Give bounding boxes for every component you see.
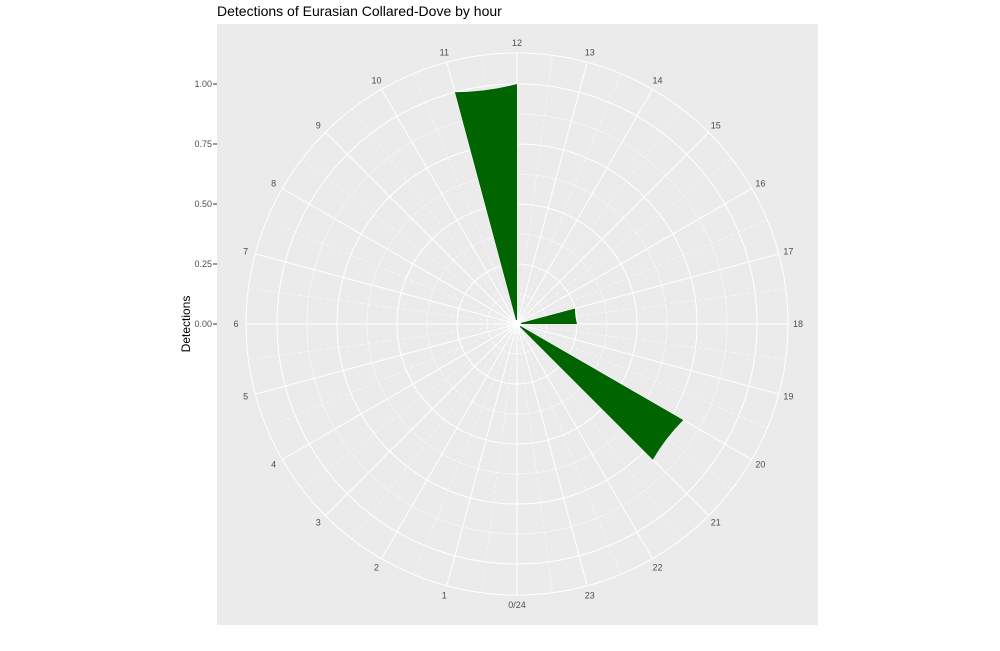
half-hour-grid-line [413,73,518,325]
hour-grid-line [282,188,518,325]
hour-grid-line [516,323,588,586]
hour-label-23: 23 [585,590,595,600]
half-hour-grid-line [516,323,621,575]
hour-label-18: 18 [793,319,803,329]
y-tick-label: 0.50 [194,199,212,209]
half-hour-grid-line [266,323,518,428]
hour-labels: 0/24123456789101112131415161718192021222… [233,38,803,610]
hour-grid-line [381,323,518,559]
hour-label-3: 3 [316,518,321,528]
half-hour-grid-line [516,108,683,325]
y-tick-label: 0.25 [194,259,212,269]
hour-label-21: 21 [711,518,721,528]
hour-grid-line [282,323,518,460]
half-hour-grid-line [266,220,518,325]
half-hour-grid-line [351,323,518,540]
bars [454,84,684,460]
half-hour-grid-line [516,220,768,325]
hour-grid-line [516,89,653,325]
half-hour-grid-line [301,158,518,325]
hour-grid-line [516,253,779,325]
hour-label-17: 17 [783,246,793,256]
hour-label-12: 12 [512,38,522,48]
hour-label-11: 11 [440,48,449,58]
hour-grid-line [381,89,518,325]
half-hour-grid-line [516,73,621,325]
hour-label-5: 5 [243,392,248,402]
half-hour-grid-line [481,323,518,593]
hour-grid-line [255,253,518,325]
hour-label-14: 14 [652,76,662,86]
half-hour-grid-line [516,323,683,540]
half-hour-grid-line [516,323,768,428]
y-axis: 0.00 0.25 0.50 0.75 1.00 [194,79,217,329]
chart-title: Detections of Eurasian Collared-Dove by … [217,3,502,19]
half-hour-grid-line [351,108,518,325]
hour-label-22: 22 [652,562,662,572]
hour-label-16: 16 [755,179,765,189]
hour-label-9: 9 [316,120,321,130]
hour-grid-line [446,323,518,586]
half-hour-grid-line [248,288,518,325]
hour-label-1: 1 [442,590,447,600]
hour-label-4: 4 [271,460,276,470]
hour-grid-line [516,323,779,395]
center-dot [513,320,521,328]
half-hour-grid-line [516,323,786,360]
hour-label-2: 2 [374,562,379,572]
hour-grid-line [516,323,653,559]
y-tick-label: 0.75 [194,139,212,149]
hour-label-13: 13 [585,48,595,58]
half-hour-grid-line [413,323,518,575]
hour-label-8: 8 [271,179,276,189]
half-hour-grid-line [516,158,733,325]
y-tick-label: 0.00 [194,319,212,329]
bar-hour-20 [517,324,684,460]
hour-label-6: 6 [233,319,238,329]
y-axis-title: Detections [179,296,193,353]
hour-label-15: 15 [711,120,721,130]
half-hour-grid-line [516,323,553,593]
bar-hour-11 [454,84,517,324]
hour-label-20: 20 [755,460,765,470]
hour-grid-line [516,132,709,325]
bar-hour-17 [517,308,577,324]
hour-grid-line [325,132,518,325]
hour-grid-line [255,323,518,395]
hour-grid-line [516,188,752,325]
hour-label-7: 7 [243,246,248,256]
half-hour-grid-line [301,323,518,490]
hour-grid-line [516,62,588,325]
hour-label-19: 19 [783,392,793,402]
half-hour-grid-line [516,55,553,325]
y-tick-label: 1.00 [194,79,212,89]
hour-grid-line [325,323,518,516]
hour-label-10: 10 [371,76,381,86]
hour-label-0: 0/24 [508,600,526,610]
half-hour-grid-line [248,323,518,360]
